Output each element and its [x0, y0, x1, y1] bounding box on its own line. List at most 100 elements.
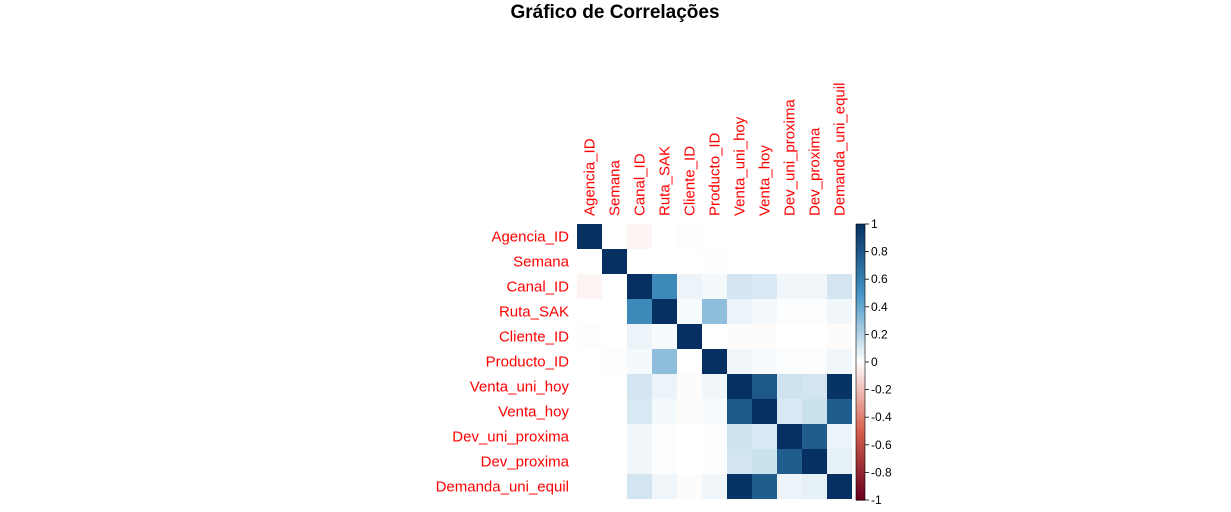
- matrix-cell-producto-id-producto-id: [702, 349, 727, 374]
- matrix-cell-ruta-sak-venta-uni-hoy: [727, 299, 752, 324]
- colorbar-segment: [856, 381, 865, 385]
- column-labels: Agencia_ID Semana Canal_ID Ruta_SAK Cliente_…: [582, 83, 849, 216]
- colorbar-segment: [856, 497, 865, 501]
- colorbar-segment: [856, 384, 865, 388]
- colorbar-tick-label: -0.4: [871, 410, 892, 424]
- colorbar-segment: [856, 403, 865, 407]
- matrix-cell-agencia-id-cliente-id: [677, 224, 702, 249]
- colorbar-tick-label: -0.2: [871, 383, 892, 397]
- colorbar-segment: [856, 356, 865, 360]
- matrix-cell-venta-hoy-cliente-id: [677, 399, 702, 424]
- matrix-cell-demanda-uni-equil-dev-uni-proxima: [777, 474, 802, 499]
- matrix-cell-venta-hoy-dev-uni-proxima: [777, 399, 802, 424]
- colorbar-segment: [856, 350, 865, 355]
- matrix-cell-dev-proxima-semana: [602, 449, 627, 474]
- row-label-agencia-id: Agencia_ID: [491, 229, 569, 246]
- colorbar-segment: [856, 317, 865, 322]
- matrix-cell-agencia-id-ruta-sak: [652, 224, 677, 249]
- matrix-cell-agencia-id-producto-id: [702, 224, 727, 249]
- matrix-cell-demanda-uni-equil-canal-id: [627, 474, 652, 499]
- colorbar-segment: [856, 386, 865, 391]
- matrix-cell-venta-uni-hoy-dev-proxima: [802, 374, 827, 399]
- matrix-cell-venta-hoy-semana: [602, 399, 627, 424]
- colorbar-segment: [856, 439, 865, 443]
- matrix-cell-semana-demanda-uni-equil: [827, 249, 852, 274]
- row-label-demanda-uni-equil: Demanda_uni_equil: [436, 479, 569, 496]
- matrix-cell-semana-venta-hoy: [752, 249, 777, 274]
- matrix-cell-canal-id-ruta-sak: [652, 274, 677, 299]
- matrix-cell-demanda-uni-equil-demanda-uni-equil: [827, 474, 852, 499]
- matrix-cell-venta-hoy-dev-proxima: [802, 399, 827, 424]
- colorbar-segment: [856, 425, 865, 429]
- matrix-cell-dev-proxima-agencia-id: [577, 449, 602, 474]
- colorbar-segment: [856, 326, 865, 330]
- colorbar-segment: [856, 455, 865, 460]
- matrix-cell-semana-dev-uni-proxima: [777, 249, 802, 274]
- matrix-cell-dev-uni-proxima-semana: [602, 424, 627, 449]
- matrix-cell-semana-cliente-id: [677, 249, 702, 274]
- matrix-cell-semana-semana: [602, 249, 627, 274]
- colorbar-segment: [856, 301, 865, 305]
- colorbar-segment: [856, 304, 865, 308]
- matrix-cell-cliente-id-demanda-uni-equil: [827, 324, 852, 349]
- colorbar-segment: [856, 337, 865, 341]
- colorbar-segment: [856, 295, 865, 300]
- matrix-cell-dev-proxima-demanda-uni-equil: [827, 449, 852, 474]
- matrix-cell-agencia-id-agencia-id: [577, 224, 602, 249]
- matrix-cell-dev-uni-proxima-dev-proxima: [802, 424, 827, 449]
- matrix-cell-venta-uni-hoy-ruta-sak: [652, 374, 677, 399]
- matrix-cell-venta-hoy-agencia-id: [577, 399, 602, 424]
- colorbar-segment: [856, 293, 865, 297]
- matrix-cell-dev-proxima-cliente-id: [677, 449, 702, 474]
- colorbar-segment: [856, 477, 865, 482]
- colorbar-segment: [856, 419, 865, 424]
- matrix-cell-cliente-id-venta-uni-hoy: [727, 324, 752, 349]
- row-label-canal-id: Canal_ID: [506, 279, 569, 296]
- matrix-cell-dev-proxima-venta-hoy: [752, 449, 777, 474]
- column-label-agencia-id: Agencia_ID: [582, 138, 599, 216]
- colorbar-segment: [856, 328, 865, 333]
- colorbar-segment: [856, 298, 865, 302]
- colorbar-segment: [856, 281, 865, 286]
- colorbar-segment: [856, 414, 865, 418]
- matrix-cell-agencia-id-venta-uni-hoy: [727, 224, 752, 249]
- colorbar-segment: [856, 284, 865, 289]
- colorbar-tick-label: 0.2: [871, 327, 888, 341]
- column-label-dev-uni-proxima: Dev_uni_proxima: [782, 99, 799, 216]
- matrix-cell-dev-uni-proxima-cliente-id: [677, 424, 702, 449]
- colorbar-segment: [856, 367, 865, 371]
- colorbar-segment: [856, 309, 865, 313]
- matrix-cell-demanda-uni-equil-venta-uni-hoy: [727, 474, 752, 499]
- colorbar-segment: [856, 431, 865, 435]
- colorbar-segment: [856, 339, 865, 344]
- colorbar-segment: [856, 442, 865, 446]
- matrix-cell-cliente-id-dev-uni-proxima: [777, 324, 802, 349]
- row-label-ruta-sak: Ruta_SAK: [499, 304, 569, 321]
- colorbar-segment: [856, 268, 865, 272]
- colorbar-segment: [856, 433, 865, 438]
- matrix-cell-venta-hoy-venta-hoy: [752, 399, 777, 424]
- colorbar-segment: [856, 428, 865, 432]
- matrix-cell-producto-id-venta-uni-hoy: [727, 349, 752, 374]
- matrix-cell-demanda-uni-equil-agencia-id: [577, 474, 602, 499]
- row-label-venta-hoy: Venta_hoy: [498, 404, 569, 421]
- colorbar-segment: [856, 235, 865, 239]
- matrix-cell-ruta-sak-dev-proxima: [802, 299, 827, 324]
- matrix-cell-dev-proxima-dev-proxima: [802, 449, 827, 474]
- colorbar-segment: [856, 287, 865, 291]
- matrix-cell-canal-id-semana: [602, 274, 627, 299]
- matrix-cell-venta-uni-hoy-semana: [602, 374, 627, 399]
- colorbar-segment: [856, 331, 865, 335]
- matrix-cell-ruta-sak-demanda-uni-equil: [827, 299, 852, 324]
- matrix-cell-dev-proxima-ruta-sak: [652, 449, 677, 474]
- colorbar-segment: [856, 248, 865, 253]
- colorbar-segment: [856, 400, 865, 404]
- matrix-cell-ruta-sak-producto-id: [702, 299, 727, 324]
- matrix-cell-demanda-uni-equil-cliente-id: [677, 474, 702, 499]
- colorbar-segment: [856, 257, 865, 261]
- matrix-cell-venta-uni-hoy-dev-uni-proxima: [777, 374, 802, 399]
- colorbar-segment: [856, 406, 865, 410]
- colorbar-segment: [856, 408, 865, 413]
- matrix-cell-cliente-id-semana: [602, 324, 627, 349]
